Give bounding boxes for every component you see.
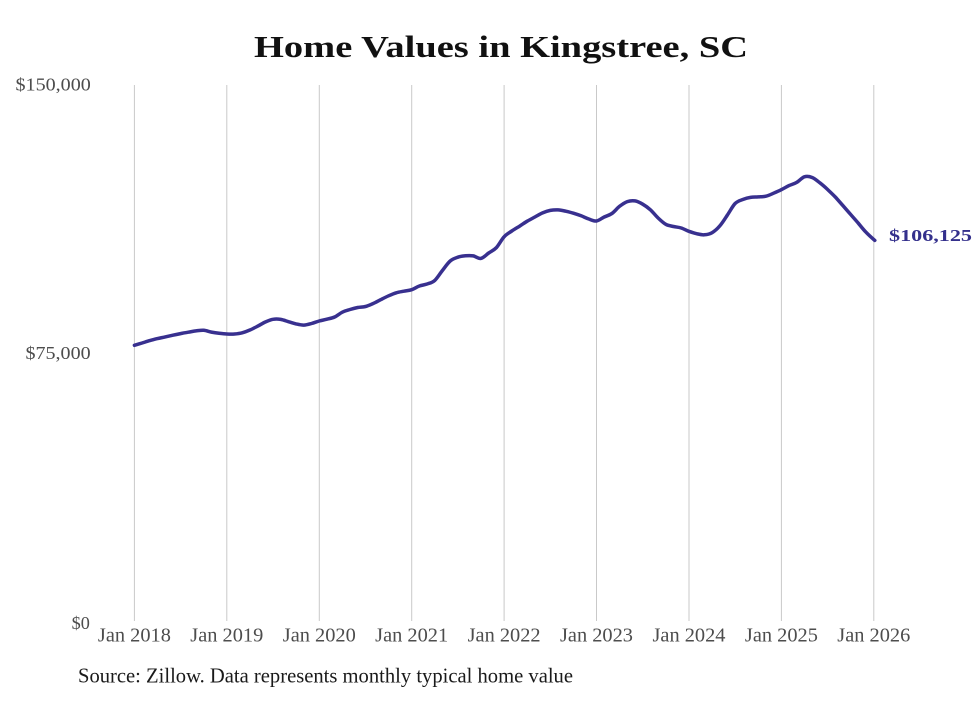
svg-text:Jan 2020: Jan 2020 — [283, 625, 356, 647]
svg-text:Jan 2021: Jan 2021 — [375, 625, 448, 647]
svg-text:Jan 2025: Jan 2025 — [745, 625, 818, 647]
svg-text:Jan 2026: Jan 2026 — [837, 625, 910, 647]
svg-text:Jan 2019: Jan 2019 — [190, 625, 263, 647]
svg-text:$106,125: $106,125 — [889, 226, 972, 245]
svg-text:Home Values in Kingstree, SC: Home Values in Kingstree, SC — [254, 29, 748, 64]
svg-text:$0: $0 — [72, 613, 90, 633]
svg-text:$150,000: $150,000 — [16, 75, 91, 95]
svg-text:Jan 2022: Jan 2022 — [468, 625, 541, 647]
svg-text:Jan 2018: Jan 2018 — [98, 625, 171, 647]
svg-text:Jan 2023: Jan 2023 — [560, 625, 633, 647]
svg-text:Jan 2024: Jan 2024 — [653, 625, 726, 647]
svg-text:Source: Zillow. Data represent: Source: Zillow. Data represents monthly … — [78, 664, 573, 688]
svg-text:$75,000: $75,000 — [26, 343, 91, 363]
